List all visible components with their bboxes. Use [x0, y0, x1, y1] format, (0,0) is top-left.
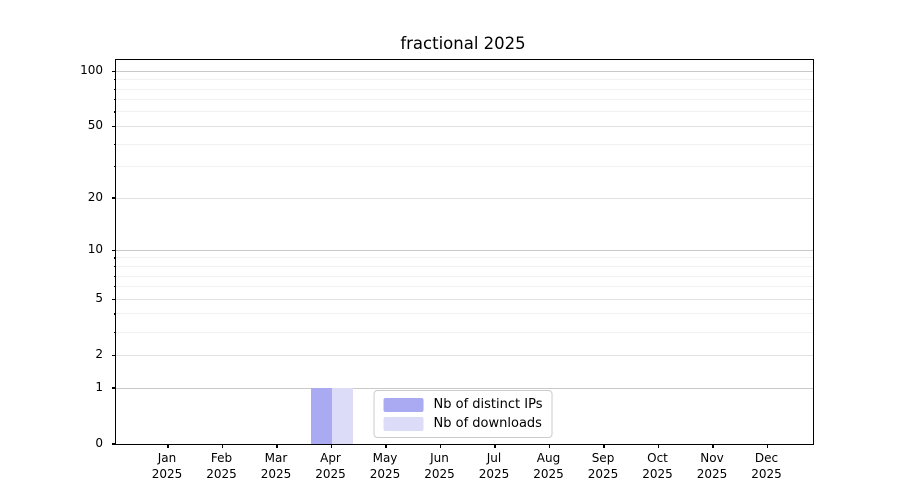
x-tick-label: Mar 2025 — [260, 451, 292, 481]
x-tick-label: Feb 2025 — [206, 451, 237, 481]
y-tick-label: 5 — [95, 291, 103, 306]
y-tick-mark — [111, 443, 116, 445]
y-minor-tick-mark — [113, 275, 116, 277]
legend-item-distinct-ips: Nb of distinct IPs — [383, 397, 543, 412]
x-tick-label: Sep 2025 — [587, 451, 619, 481]
y-minor-tick-mark — [113, 257, 116, 259]
legend: Nb of distinct IPs Nb of downloads — [373, 390, 553, 438]
y-minor-tick-mark — [113, 88, 116, 90]
gridline-major — [116, 354, 813, 356]
y-tick-mark — [111, 125, 116, 127]
gridline-minor — [116, 99, 813, 101]
gridline-minor — [116, 111, 813, 113]
gridline-minor — [116, 166, 813, 168]
y-tick-mark — [111, 197, 116, 199]
gridline-minor — [116, 313, 813, 315]
y-tick-label: 1 — [95, 380, 103, 394]
y-minor-tick-mark — [113, 99, 116, 101]
x-tick-mark — [712, 444, 714, 448]
gridline-major — [116, 70, 813, 72]
x-tick-mark — [494, 444, 496, 448]
gridline-minor — [116, 275, 813, 277]
y-minor-tick-mark — [113, 331, 116, 333]
y-tick-label: 100 — [80, 63, 103, 78]
chart-title: fractional 2025 — [400, 34, 526, 53]
y-tick-label: 50 — [87, 118, 103, 133]
y-minor-tick-mark — [113, 266, 116, 268]
legend-item-downloads: Nb of downloads — [383, 416, 543, 431]
x-tick-mark — [439, 444, 442, 448]
gridline-major — [116, 387, 813, 389]
plot-area — [111, 59, 814, 448]
y-tick-label: 0 — [95, 436, 103, 450]
x-tick-label: May 2025 — [369, 451, 401, 481]
y-tick-label: 20 — [87, 190, 103, 205]
y-tick-mark — [111, 70, 116, 72]
x-tick-label: Oct 2025 — [642, 451, 673, 481]
y-tick-mark — [111, 387, 116, 389]
gridline-major — [116, 249, 813, 251]
legend-label-downloads: Nb of downloads — [433, 416, 542, 431]
x-tick-mark — [330, 444, 333, 448]
x-tick-mark — [548, 444, 551, 448]
x-tick-mark — [603, 444, 605, 448]
y-minor-tick-mark — [113, 111, 116, 113]
gridline-minor — [116, 143, 813, 145]
x-tick-mark — [221, 444, 224, 448]
legend-swatch-downloads — [383, 416, 424, 431]
gridline-major — [116, 298, 813, 300]
x-tick-mark — [766, 444, 769, 448]
x-tick-label: Nov 2025 — [696, 451, 728, 481]
x-tick-mark — [276, 444, 278, 448]
gridline-minor — [116, 79, 813, 81]
y-tick-mark — [111, 249, 116, 251]
x-tick-label: Dec 2025 — [751, 451, 782, 481]
y-minor-tick-mark — [113, 79, 116, 81]
y-tick-label: 10 — [87, 242, 103, 257]
bar-distinct-ips — [310, 388, 332, 444]
y-minor-tick-mark — [113, 143, 116, 145]
x-tick-label: Jul 2025 — [478, 451, 510, 481]
x-tick-mark — [657, 444, 660, 448]
bar-downloads — [331, 388, 353, 444]
x-tick-label: Aug 2025 — [533, 451, 564, 481]
gridline-major — [116, 197, 813, 199]
gridline-major — [116, 125, 813, 127]
x-tick-label: Jun 2025 — [424, 451, 455, 481]
x-tick-mark — [167, 444, 169, 448]
x-tick-label: Apr 2025 — [315, 451, 346, 481]
legend-label-distinct-ips: Nb of distinct IPs — [433, 397, 543, 412]
y-minor-tick-mark — [113, 166, 116, 168]
legend-swatch-distinct-ips — [383, 397, 424, 412]
x-tick-mark — [385, 444, 387, 448]
gridline-minor — [116, 286, 813, 288]
x-tick-label: Jan 2025 — [151, 451, 183, 481]
y-tick-label: 2 — [95, 347, 103, 362]
y-minor-tick-mark — [113, 313, 116, 315]
y-tick-mark — [111, 354, 116, 356]
y-minor-tick-mark — [113, 286, 116, 288]
gridline-minor — [116, 266, 813, 267]
gridline-minor — [116, 257, 813, 259]
gridline-minor — [116, 88, 813, 90]
y-tick-mark — [111, 298, 116, 300]
gridline-minor — [116, 331, 813, 333]
